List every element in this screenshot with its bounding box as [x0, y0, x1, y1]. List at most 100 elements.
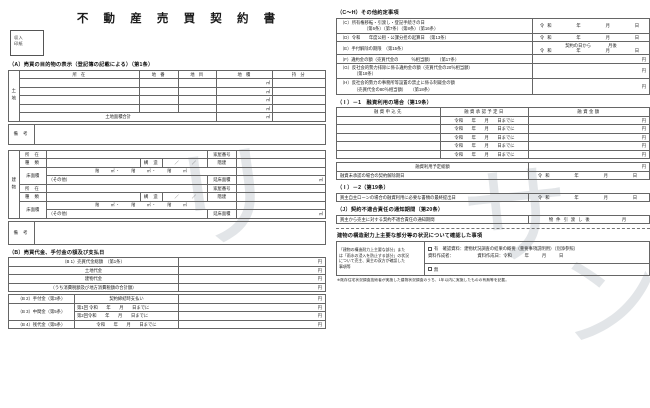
price-land-label: 土地代金: [8, 265, 179, 275]
land-area-input[interactable]: ㎡: [216, 86, 274, 96]
inspection-option-yes[interactable]: 有 確認資料：建物状況調査の結果の概要（重要事項説明用）（別添参照） 資料作成者…: [424, 240, 650, 264]
term-h-amount-input[interactable]: 円: [532, 78, 650, 95]
table-row: 融資未承認の場合の契約解除期日 令和 年 月 日: [336, 170, 650, 181]
loan-amount-input[interactable]: 円: [528, 149, 650, 160]
loan-applicant-input[interactable]: [336, 115, 441, 126]
land-location-input[interactable]: [19, 78, 141, 88]
loan-approval-date-input[interactable]: 令和 年 月 日までに: [440, 141, 529, 151]
building-other-label[interactable]: （その他）: [45, 175, 209, 185]
land-share-input[interactable]: [272, 78, 326, 88]
land-category-input[interactable]: [177, 78, 218, 88]
building-totalarea-label: 延床面積: [207, 209, 237, 219]
term-f-amount-input[interactable]: 円: [532, 54, 650, 64]
building-totalarea-input[interactable]: ㎡: [235, 209, 327, 219]
land-lotnumber-input[interactable]: [139, 95, 179, 105]
land-location-input[interactable]: [19, 103, 141, 113]
building-floorarea-label: 床面積: [19, 200, 47, 219]
building-floorarea-detail[interactable]: 階 ㎡ ・ 階 ㎡ ・ 階 ㎡: [45, 200, 237, 210]
building-structure-input[interactable]: ／ ／: [162, 158, 209, 168]
loan-amount-input[interactable]: 円: [528, 115, 650, 126]
payment-deposit-input[interactable]: 円: [178, 294, 326, 304]
term-c-date-input[interactable]: 令和 年 月 日: [532, 17, 650, 34]
term-e-value-cell[interactable]: 契約の日から 月後 令和 年 月 日: [532, 41, 650, 56]
building-location-input[interactable]: [45, 183, 209, 193]
table-row: 備 考: [8, 220, 326, 245]
building-floorarea-extra[interactable]: [235, 200, 327, 210]
building-table: 建 物 所 在 家屋番号 種 類 構 造 ／ ／ 階建 床面積 階 ㎡ ・ 階 …: [7, 149, 327, 219]
price-tax-input[interactable]: 円: [178, 282, 326, 292]
land-share-input[interactable]: [272, 86, 326, 96]
loan-applicant-input[interactable]: [336, 124, 441, 134]
land-lotnumber-input[interactable]: [139, 78, 179, 88]
loan-approval-date-input[interactable]: 令和 年 月 日までに: [440, 149, 529, 160]
land-location-input[interactable]: [19, 95, 141, 105]
loan-cancel-date-input[interactable]: 令和 年 月 日: [528, 170, 650, 181]
table-row: （うち消費税額及び地方消費税額の合計額） 円: [8, 282, 326, 292]
loan-approval-date-input[interactable]: 令和 年 月 日までに: [440, 124, 529, 134]
checkbox-icon[interactable]: [428, 267, 432, 272]
price-total-input[interactable]: 円: [178, 257, 326, 267]
loan-amount-input[interactable]: 円: [528, 124, 650, 134]
building-houseno-input[interactable]: [235, 149, 327, 159]
building-floorarea-extra[interactable]: [235, 166, 327, 176]
table-row: 種 類 構 造 ／ ／ 階建: [9, 192, 327, 202]
inspection-option-no[interactable]: 無: [424, 262, 650, 277]
land-location-input[interactable]: [19, 86, 141, 96]
loan-amount-input[interactable]: 円: [528, 141, 650, 151]
loan-applicant-input[interactable]: [336, 132, 441, 143]
self-loan-date-input[interactable]: 令和 年 月 日: [528, 192, 650, 203]
land-share-input[interactable]: [272, 103, 326, 113]
building-structure-input[interactable]: ／ ／: [162, 192, 209, 202]
payment-interim1-detail[interactable]: 第1回 令和 年 月 日までに: [74, 302, 179, 312]
land-area-input[interactable]: ㎡: [216, 78, 274, 88]
defect-liability-period-input[interactable]: 物件引渡し後 月: [528, 214, 650, 225]
building-houseno-label: 家屋番号: [207, 183, 237, 193]
payment-interim2-input[interactable]: 円: [178, 311, 326, 321]
building-other-label[interactable]: （その他）: [45, 209, 209, 219]
loan-amount-input[interactable]: 円: [528, 132, 650, 143]
building-type-input[interactable]: [45, 158, 142, 168]
loan-total-input[interactable]: 円: [528, 162, 650, 172]
land-area-input[interactable]: ㎡: [216, 95, 274, 105]
term-e-date-input[interactable]: 令和 年 月 日: [539, 48, 643, 54]
land-lotnumber-input[interactable]: [139, 86, 179, 96]
payment-balance-input[interactable]: 円: [178, 319, 326, 329]
land-category-input[interactable]: [177, 86, 218, 96]
building-type-input[interactable]: [45, 192, 142, 202]
payment-interim1-input[interactable]: 円: [178, 302, 326, 312]
loan-approval-date-input[interactable]: 令和 年 月 日までに: [440, 115, 529, 126]
loan-approval-date-input[interactable]: 令和 年 月 日までに: [440, 132, 529, 143]
land-share-input[interactable]: [272, 95, 326, 105]
section-b-heading: （B）売買代金、手付金の額及び支払日: [9, 249, 105, 256]
checkbox-icon[interactable]: [428, 246, 432, 251]
payment-balance-detail[interactable]: 令和 年 月 日までに: [74, 319, 179, 329]
table-row: 床面積 階 ㎡ ・ 階 ㎡ ・ 階 ㎡: [9, 166, 327, 185]
building-totalarea-input[interactable]: ㎡: [235, 175, 327, 185]
land-category-input[interactable]: [177, 103, 218, 113]
inspection-left-text: 「建物の構造耐力上主要な部分」また は「雨水の浸入を防止する部分」の状況 につい…: [336, 240, 425, 277]
building-floors-input[interactable]: [235, 158, 327, 168]
term-g-amount-input[interactable]: 円: [532, 62, 650, 80]
land-category-input[interactable]: [177, 95, 218, 105]
building-floors-input[interactable]: [235, 192, 327, 202]
price-building-input[interactable]: 円: [178, 274, 326, 284]
table-row: （E）手付解除の期限 （第15条） 契約の日から 月後 令和 年 月 日: [336, 41, 650, 56]
building-location-input[interactable]: [45, 149, 209, 159]
term-e-months-input[interactable]: 契約の日から 月後: [565, 43, 617, 49]
loan-applicant-input[interactable]: [336, 149, 441, 160]
inspection-yes-sub[interactable]: 資料作成者： 資料作成日：令和 年 月 日: [428, 253, 564, 259]
payment-interim2-detail[interactable]: 第2回令和 年 月 日までに: [74, 311, 179, 321]
land-remarks-input[interactable]: [34, 123, 326, 145]
building-remarks-input[interactable]: [34, 220, 326, 245]
building-houseno-input[interactable]: [235, 183, 327, 193]
inspection-yes-line[interactable]: 有 確認資料：建物状況調査の結果の概要（重要事項説明用）（別添参照）: [428, 245, 646, 252]
table-row: （C）所有権移転・引渡し・登記手続きの日 （第6条）（第7条）（第8条）（第16…: [336, 17, 650, 34]
loan-applicant-input[interactable]: [336, 141, 441, 151]
price-land-input[interactable]: 円: [178, 265, 326, 275]
building-floorarea-detail[interactable]: 階 ㎡ ・ 階 ㎡ ・ 階 ㎡: [45, 166, 237, 176]
land-total-area-input[interactable]: ㎡: [216, 112, 274, 122]
land-area-input[interactable]: ㎡: [216, 103, 274, 113]
land-lotnumber-input[interactable]: [139, 103, 179, 113]
term-d-date-input[interactable]: 令和 年 月 日: [532, 32, 650, 43]
building-structure-label: 構 造: [140, 192, 164, 202]
